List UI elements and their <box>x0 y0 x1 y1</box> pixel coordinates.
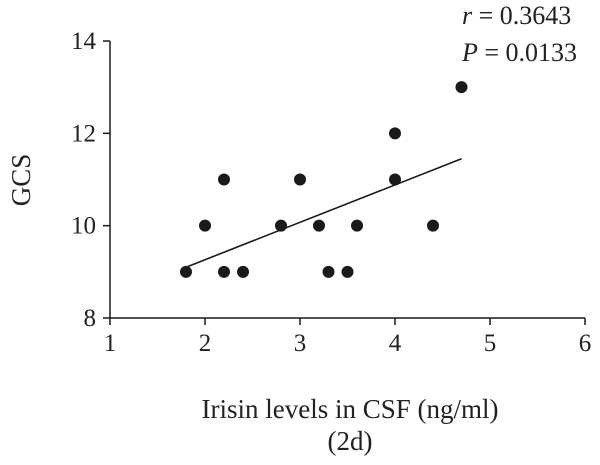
data-point <box>389 173 401 186</box>
data-point <box>322 265 335 278</box>
x-tick-label: 2 <box>199 330 212 357</box>
data-point <box>218 173 230 186</box>
y-tick-label: 8 <box>84 305 97 332</box>
y-tick-label: 12 <box>71 120 96 147</box>
p-value: = 0.0133 <box>478 38 577 67</box>
data-points <box>180 81 468 278</box>
x-tick-label: 5 <box>484 330 497 357</box>
x-tick-label: 6 <box>579 330 592 357</box>
data-point <box>341 265 354 278</box>
data-point <box>275 219 287 232</box>
axes <box>109 41 585 319</box>
r-statistic: r = 0.3643 <box>462 1 571 30</box>
x-ticks: 1 2 3 4 5 6 <box>104 318 592 357</box>
data-point <box>294 173 306 186</box>
data-point <box>455 81 468 94</box>
data-point <box>313 219 325 232</box>
data-point <box>218 265 230 278</box>
p-statistic: P = 0.0133 <box>461 38 577 67</box>
x-tick-label: 4 <box>389 330 402 357</box>
r-value: = 0.3643 <box>472 1 571 30</box>
trend-line <box>185 157 462 268</box>
data-point <box>389 127 401 140</box>
data-point <box>351 219 363 232</box>
y-axis-title: GCS <box>6 154 36 207</box>
data-point <box>199 219 211 232</box>
y-tick-label: 10 <box>71 213 96 240</box>
x-axis-title: Irisin levels in CSF (ng/ml) <box>202 394 499 424</box>
y-tick-label: 14 <box>71 28 97 55</box>
data-point <box>237 265 249 278</box>
x-tick-label: 3 <box>294 330 307 357</box>
r-symbol: r <box>462 1 473 30</box>
data-point <box>427 219 439 232</box>
data-point <box>180 265 192 278</box>
p-symbol: P <box>461 38 478 67</box>
x-axis-subtitle: (2d) <box>328 426 373 456</box>
x-tick-label: 1 <box>104 330 117 357</box>
y-ticks: 8 10 12 14 <box>71 28 110 332</box>
